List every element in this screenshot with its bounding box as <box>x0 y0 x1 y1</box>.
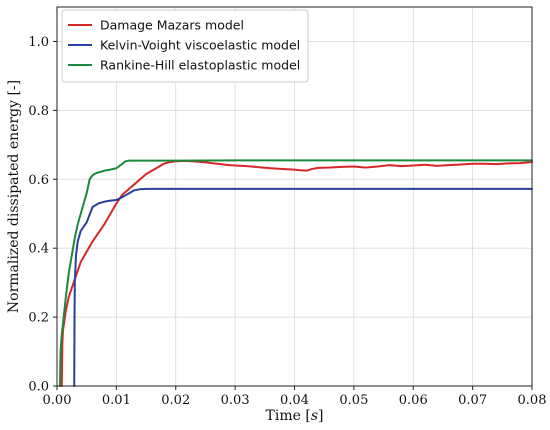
series-line-1 <box>60 160 533 387</box>
y-tick-label: 0.4 <box>28 242 49 257</box>
series-line-3 <box>58 159 533 387</box>
legend-label-2: Kelvin-Voight viscoelastic model <box>100 38 300 53</box>
x-tick-label: 0.01 <box>102 393 131 408</box>
x-tick-label: 0.08 <box>518 393 547 408</box>
y-axis-label: Normalized dissipated energy [-] <box>6 80 22 313</box>
x-tick-label: 0.05 <box>339 393 368 408</box>
x-tick-label: 0.07 <box>458 393 487 408</box>
series-layer <box>58 159 533 387</box>
legend: Damage Mazars model Kelvin-Voight viscoel… <box>61 9 309 83</box>
legend-label-1: Damage Mazars model <box>100 18 244 33</box>
y-tick-label: 0.8 <box>28 104 49 119</box>
x-tick-label: 0.06 <box>399 393 428 408</box>
y-tick-label: 1.0 <box>28 35 49 50</box>
x-tick-label: 0.04 <box>280 393 309 408</box>
y-tick-label: 0.0 <box>28 380 49 395</box>
ticks: 0.00 0.01 0.02 0.03 0.04 0.05 0.06 0.07 0.08 0.0 0… <box>28 35 546 408</box>
y-tick-label: 0.6 <box>28 173 49 188</box>
x-tick-label: 0.02 <box>161 393 190 408</box>
x-tick-label: 0.00 <box>43 393 72 408</box>
legend-label-3: Rankine-Hill elastoplastic model <box>100 58 300 73</box>
legend-box <box>61 9 309 83</box>
x-axis-label: Time [s] <box>266 408 324 424</box>
y-tick-label: 0.2 <box>28 311 49 326</box>
grid <box>56 7 533 387</box>
x-tick-label: 0.03 <box>221 393 250 408</box>
series-line-2 <box>73 187 533 387</box>
